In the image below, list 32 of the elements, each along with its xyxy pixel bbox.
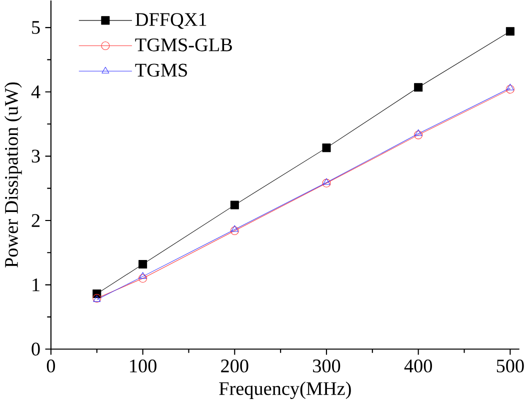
legend-label: TGMS (135, 64, 187, 76)
y-tick-label: 4 (31, 85, 40, 98)
x-tick-label: 400 (404, 359, 432, 372)
y-tick-label: 0 (32, 342, 40, 356)
y-tick-label: 5 (32, 20, 40, 34)
point (414, 82, 423, 92)
point (230, 224, 238, 232)
y-axis-title: Power Dissipation (uW) (4, 82, 22, 268)
point (138, 274, 148, 282)
x-axis-title: Frequency(MHz) (219, 381, 351, 399)
point (506, 26, 514, 36)
point (414, 130, 423, 139)
point (414, 129, 422, 136)
point (506, 84, 514, 90)
x-tick-label: 100 (130, 359, 156, 372)
point (230, 200, 239, 210)
y-tick-label: 3 (32, 150, 40, 162)
point (138, 260, 148, 268)
point (230, 226, 239, 235)
point (322, 178, 330, 185)
x-tick-label: 0 (46, 359, 56, 372)
x-tick-label: 500 (496, 359, 524, 372)
x-tick-label: 200 (221, 359, 248, 372)
y-tick-label: 2 (32, 214, 40, 227)
point (506, 84, 514, 94)
point (322, 143, 331, 152)
point (322, 178, 331, 188)
legend-label: TGMS-GLB (135, 38, 232, 52)
y-tick-label: 1 (32, 278, 40, 291)
x-tick-label: 300 (313, 359, 340, 372)
legend-label: DFFQX1 (135, 12, 206, 29)
point (139, 272, 147, 278)
